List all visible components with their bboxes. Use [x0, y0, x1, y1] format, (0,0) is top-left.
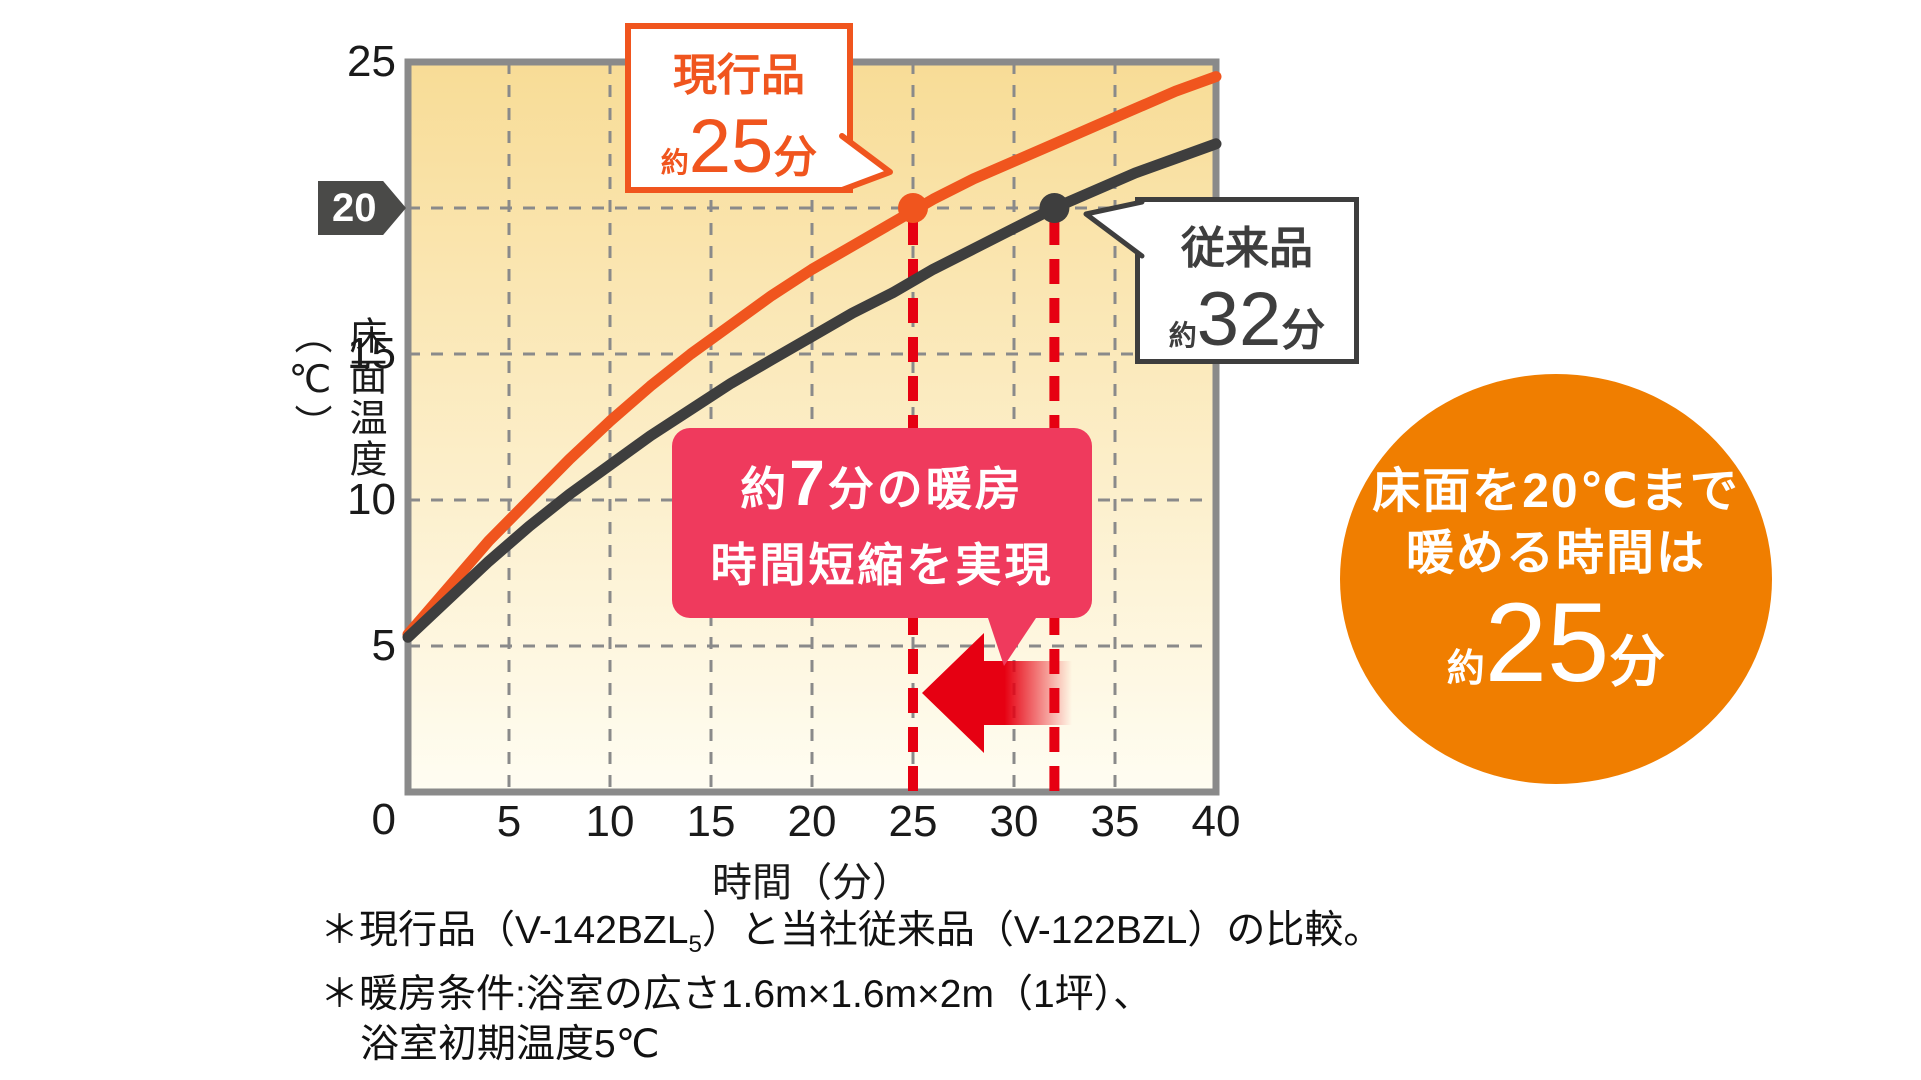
minutes-value: 25 — [688, 104, 774, 189]
time-savings-banner: 約 7 分の暖房 時間短縮を実現 — [672, 428, 1092, 618]
x-tick-label-5: 5 — [496, 797, 522, 846]
callout-current-time: 約 25 分 — [631, 105, 847, 189]
x-tick-label-35: 35 — [1090, 797, 1140, 846]
minutes-value: 32 — [1196, 277, 1282, 362]
curve-現行品 — [402, 71, 1222, 640]
approx-label: 約 — [660, 147, 689, 178]
approx-label: 約 — [1446, 647, 1485, 690]
summary-circle-badge: 床面を20℃まで 暖める時間は 約 25 分 — [1340, 374, 1772, 784]
callout-current-product: 現行品 約 25 分 — [625, 23, 853, 193]
savings-line1-rest: 分の暖房 — [827, 463, 1024, 515]
circle-line1: 床面を20℃まで — [1372, 464, 1740, 518]
approx-label: 約 — [1168, 320, 1197, 351]
minutes-unit: 分 — [1609, 629, 1666, 693]
savings-minutes: 7 — [789, 447, 828, 519]
y-tick-label-25: 25 — [347, 37, 396, 86]
x-tick-label-10: 10 — [585, 797, 635, 846]
x-tick-label-40: 40 — [1191, 797, 1241, 846]
approx-label: 約 — [740, 463, 790, 515]
minutes-unit: 分 — [1281, 306, 1326, 355]
minutes-value: 25 — [1484, 579, 1610, 705]
curve-従来品 — [402, 138, 1222, 643]
circle-time: 約 25 分 — [1446, 579, 1666, 705]
x-tick-label-15: 15 — [686, 797, 736, 846]
origin-label: 0 — [371, 795, 396, 844]
y-tick-label-15: 15 — [347, 329, 396, 378]
marker-現行品 — [898, 193, 928, 223]
curve-markers — [898, 193, 1070, 223]
savings-line1: 約 7 分の暖房 — [740, 451, 1024, 519]
footnote-line3: 浴室初期温度5℃ — [360, 1022, 660, 1066]
x-tick-label-25: 25 — [888, 797, 938, 846]
x-tick-label-20: 20 — [787, 797, 837, 846]
callout-conventional-time: 約 32 分 — [1140, 278, 1354, 362]
minutes-unit: 分 — [773, 133, 818, 182]
savings-line2: 時間短縮を実現 — [710, 539, 1054, 591]
y-tick-label-10: 10 — [347, 475, 396, 524]
marker-従来品 — [1039, 193, 1070, 223]
model-subscript: 5 — [688, 930, 702, 958]
footnote-line1: ＊現行品（V-142BZL5）と当社従来品（V-122BZL）の比較。 — [320, 909, 1383, 958]
callout-current-title: 現行品 — [673, 51, 805, 100]
y-tick-label-5: 5 — [371, 621, 396, 670]
footnote-line2: ＊暖房条件:浴室の広さ1.6m×1.6m×2m（1坪）、 — [320, 972, 1153, 1016]
y-axis-title: 床面温度（℃） — [288, 316, 385, 480]
x-axis-title: 時間（分） — [712, 861, 912, 905]
x-tick-label-30: 30 — [989, 797, 1039, 846]
callout-conventional-title: 従来品 — [1181, 224, 1313, 273]
circle-line2: 暖める時間は — [1405, 526, 1706, 580]
footnotes: ＊現行品（V-142BZL5）と当社従来品（V-122BZL）の比較。 ＊暖房条… — [320, 906, 1382, 1070]
callout-conventional-product: 従来品 約 32 分 — [1135, 197, 1359, 364]
temperature-curves — [402, 71, 1222, 643]
